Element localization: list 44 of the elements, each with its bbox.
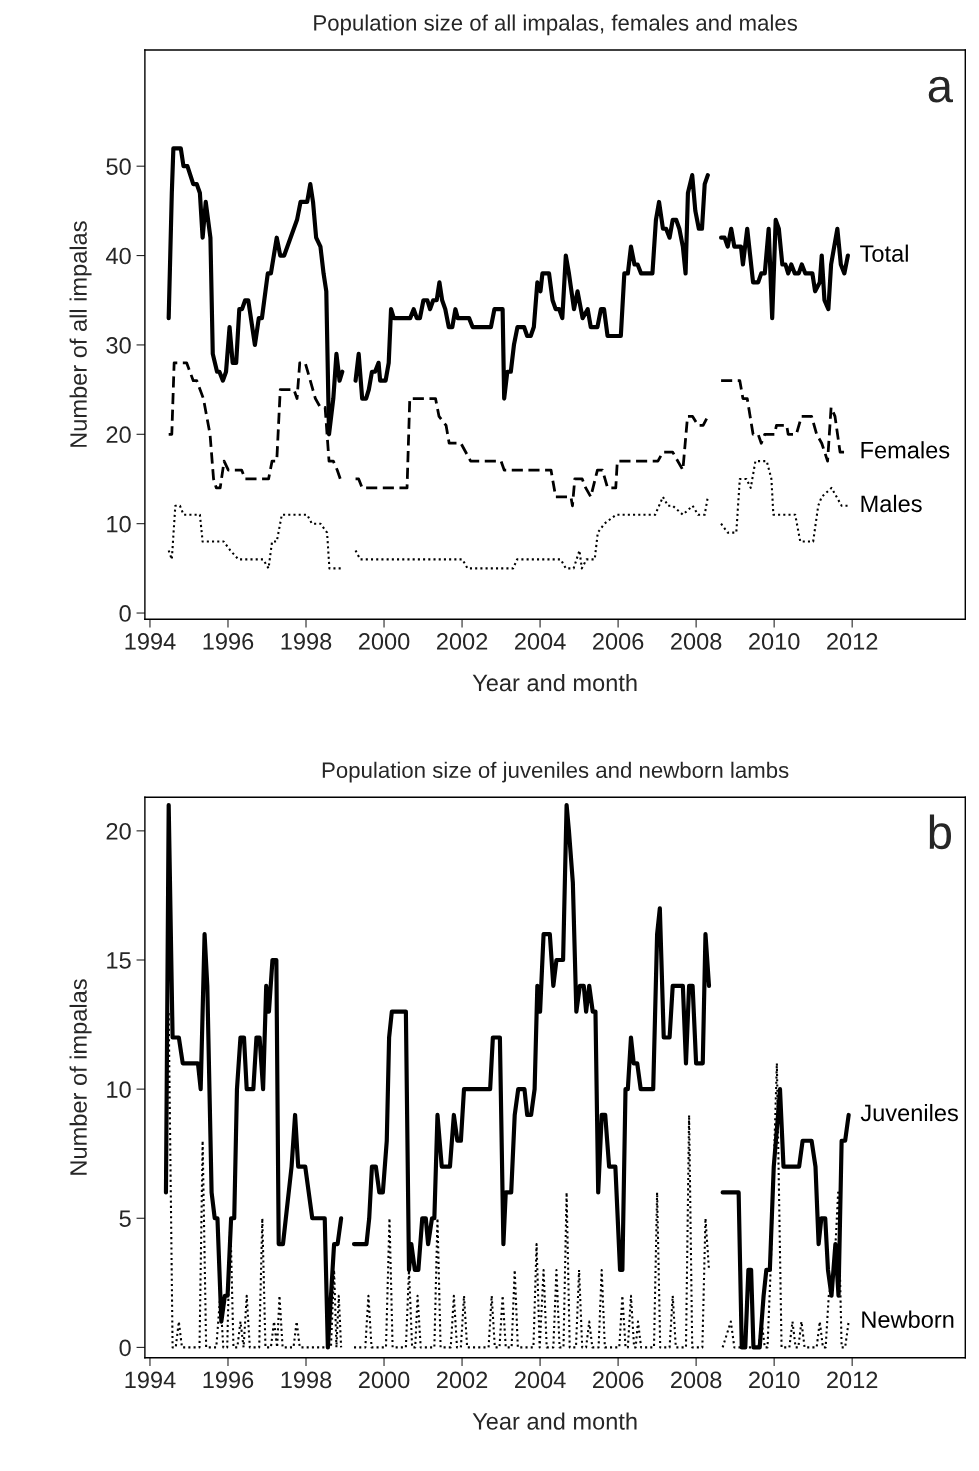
x-tick-label: 2000 (358, 633, 410, 650)
y-tick-label: 0 (119, 605, 131, 622)
chart-title: Population size of juveniles and newborn lambs (322, 761, 789, 783)
chart-title: Population size of all impalas, females and males (314, 14, 798, 36)
y-axis-title: Number of all impalas (69, 221, 92, 447)
y-tick-label: 20 (106, 822, 131, 840)
y-tick-label: 10 (107, 1081, 131, 1098)
x-axis-title: Year and month (472, 1412, 637, 1430)
y-tick-label: 50 (106, 158, 131, 175)
x-tick-label: 2012 (827, 1371, 878, 1389)
y-tick-label: 15 (107, 952, 131, 969)
x-tick-label: 2004 (515, 633, 566, 650)
x-tick-label: 2008 (671, 1371, 722, 1389)
x-tick-label: 2006 (593, 1371, 644, 1389)
y-tick-label: 20 (106, 426, 131, 444)
series-label: Juveniles (860, 1103, 958, 1122)
x-tick-label: 2004 (515, 1371, 566, 1389)
series-label: Total (860, 244, 908, 262)
x-tick-label: 1998 (281, 633, 332, 650)
x-tick-label: 1996 (203, 633, 254, 650)
annotation: b (929, 814, 952, 850)
x-tick-label: 2002 (436, 1371, 488, 1389)
x-tick-label: 2008 (671, 633, 722, 650)
x-tick-label: 1996 (203, 1371, 254, 1389)
annotation: a (928, 76, 953, 103)
x-tick-label: 2006 (593, 633, 644, 650)
y-tick-label: 10 (107, 515, 131, 533)
series-label: Newborn (862, 1310, 954, 1328)
y-tick-label: 30 (106, 337, 131, 354)
x-tick-label: 1998 (281, 1371, 332, 1389)
x-tick-label: 1994 (125, 1371, 176, 1389)
x-tick-label: 1994 (125, 633, 176, 650)
series-label: Females (861, 441, 950, 459)
y-tick-label: 0 (119, 1339, 131, 1357)
x-axis-title: Year and month (472, 673, 637, 692)
x-tick-label: 2010 (749, 633, 800, 650)
x-tick-label: 2010 (749, 1371, 800, 1389)
x-tick-label: 2012 (827, 633, 878, 650)
series-label: Males (861, 494, 922, 513)
y-axis-title: Number of impalas (69, 979, 92, 1175)
x-tick-label: 2002 (436, 633, 488, 650)
y-tick-label: 40 (105, 247, 131, 265)
y-tick-label: 5 (119, 1210, 131, 1228)
x-tick-label: 2000 (358, 1371, 410, 1389)
